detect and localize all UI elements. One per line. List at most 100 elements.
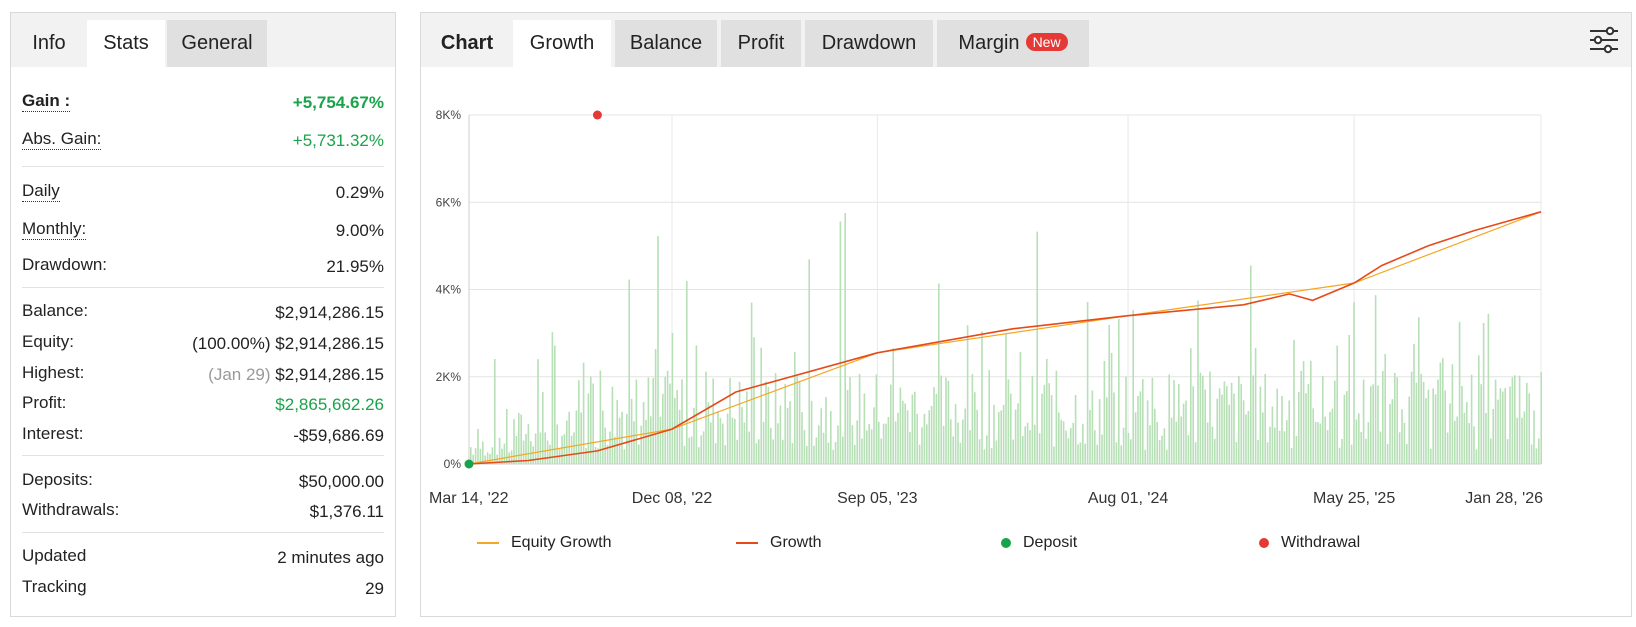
activity-bar bbox=[743, 422, 746, 464]
activity-bar bbox=[1418, 317, 1420, 464]
activity-bar bbox=[1278, 430, 1281, 464]
activity-bar bbox=[815, 437, 818, 464]
activity-bar bbox=[782, 440, 784, 464]
activity-bar bbox=[690, 436, 693, 464]
activity-bar bbox=[1242, 400, 1245, 464]
stat-highest: Highest: (Jan 29) $2,914,286.15 bbox=[22, 363, 384, 387]
sliders-icon[interactable] bbox=[1587, 23, 1621, 57]
activity-bar bbox=[779, 405, 782, 464]
activity-bar bbox=[1005, 333, 1007, 464]
activity-bar bbox=[1158, 440, 1161, 464]
tab-drawdown[interactable]: Drawdown bbox=[805, 20, 933, 67]
activity-bar bbox=[976, 409, 978, 464]
activity-bar bbox=[765, 381, 767, 464]
activity-bar bbox=[1487, 313, 1490, 464]
activity-bar bbox=[1379, 431, 1382, 464]
activity-bar bbox=[1396, 377, 1398, 464]
activity-bar bbox=[1521, 417, 1523, 464]
tab-stats[interactable]: Stats bbox=[87, 20, 165, 67]
stat-drawdown: Drawdown: 21.95% bbox=[22, 255, 384, 279]
activity-bar bbox=[995, 440, 998, 464]
activity-bar bbox=[983, 449, 986, 464]
activity-bar bbox=[746, 391, 748, 464]
activity-bar bbox=[988, 370, 990, 464]
activity-bar bbox=[923, 413, 926, 464]
activity-bar bbox=[890, 384, 892, 464]
activity-bar bbox=[1173, 380, 1175, 464]
legend-equity-growth[interactable]: Equity Growth bbox=[477, 534, 611, 552]
activity-bar bbox=[1506, 439, 1509, 464]
activity-bar bbox=[1094, 430, 1096, 464]
activity-bar bbox=[938, 283, 940, 464]
activity-bar bbox=[1218, 388, 1221, 464]
legend-line-icon bbox=[477, 541, 499, 544]
activity-bar bbox=[674, 397, 676, 464]
activity-bar bbox=[1362, 379, 1365, 464]
x-tick-label: May 25, '25 bbox=[1313, 490, 1395, 507]
stat-label[interactable]: Monthly: bbox=[22, 219, 87, 240]
stat-value: $1,376.11 bbox=[309, 502, 384, 521]
y-tick-label: 8K% bbox=[436, 108, 462, 122]
activity-bar bbox=[489, 453, 491, 464]
activity-bar bbox=[1048, 383, 1050, 464]
activity-bar bbox=[1504, 388, 1506, 464]
activity-bar bbox=[909, 432, 911, 464]
activity-bar bbox=[1065, 430, 1067, 464]
activity-bar bbox=[1077, 444, 1079, 464]
activity-bar bbox=[1055, 370, 1058, 464]
legend-withdrawal[interactable]: Withdrawal bbox=[1259, 534, 1360, 552]
activity-bar bbox=[604, 427, 606, 464]
activity-bar bbox=[1086, 302, 1089, 464]
activity-bar bbox=[789, 401, 791, 464]
tab-margin[interactable]: Margin New bbox=[937, 20, 1089, 67]
activity-bar bbox=[1281, 395, 1283, 464]
activity-bar bbox=[1240, 384, 1242, 464]
activity-bar bbox=[506, 409, 508, 464]
activity-bars bbox=[470, 213, 1542, 464]
activity-bar bbox=[714, 443, 717, 464]
withdrawal-marker bbox=[592, 110, 602, 120]
activity-bar bbox=[966, 325, 969, 464]
activity-bar bbox=[1348, 334, 1350, 464]
activity-bar bbox=[926, 424, 928, 464]
activity-bar bbox=[1197, 300, 1199, 464]
activity-bar bbox=[921, 427, 923, 464]
legend-growth[interactable]: Growth bbox=[736, 534, 822, 552]
activity-bar bbox=[986, 435, 988, 464]
activity-bar bbox=[1029, 430, 1031, 464]
activity-bar bbox=[942, 425, 945, 464]
tab-growth[interactable]: Growth bbox=[513, 20, 611, 67]
chart-tabbar: Chart Growth Balance Profit Drawdown Mar… bbox=[421, 13, 1631, 67]
activity-bar bbox=[1478, 355, 1480, 464]
activity-bar bbox=[1331, 408, 1334, 464]
activity-bar bbox=[731, 417, 734, 464]
activity-bar bbox=[582, 362, 585, 464]
activity-bar bbox=[1516, 417, 1518, 464]
tab-profit[interactable]: Profit bbox=[721, 20, 801, 67]
activity-bar bbox=[477, 428, 479, 464]
activity-bar bbox=[1302, 361, 1305, 464]
tab-general[interactable]: General bbox=[167, 20, 267, 67]
stat-value: 9.00% bbox=[335, 221, 384, 240]
activity-bar bbox=[1312, 408, 1314, 464]
activity-bar bbox=[834, 442, 837, 464]
activity-bar bbox=[1389, 403, 1391, 464]
activity-bar bbox=[537, 359, 539, 464]
activity-bar bbox=[647, 377, 650, 464]
stat-value: 21.95% bbox=[326, 257, 384, 276]
stat-label[interactable]: Abs. Gain: bbox=[22, 129, 102, 150]
activity-bar bbox=[1415, 382, 1418, 464]
activity-bar bbox=[623, 449, 626, 464]
activity-bar bbox=[491, 447, 494, 464]
legend-deposit[interactable]: Deposit bbox=[1001, 534, 1077, 552]
stat-label[interactable]: Daily bbox=[22, 181, 60, 202]
tab-balance[interactable]: Balance bbox=[615, 20, 717, 67]
stat-value: $2,865,662.26 bbox=[275, 395, 384, 414]
divider bbox=[22, 455, 384, 456]
activity-bar bbox=[873, 407, 875, 464]
activity-bar bbox=[1526, 382, 1528, 464]
activity-bar bbox=[1533, 410, 1535, 464]
tab-info[interactable]: Info bbox=[32, 32, 66, 54]
activity-bar bbox=[693, 407, 695, 464]
stat-label[interactable]: Gain : bbox=[22, 91, 71, 112]
